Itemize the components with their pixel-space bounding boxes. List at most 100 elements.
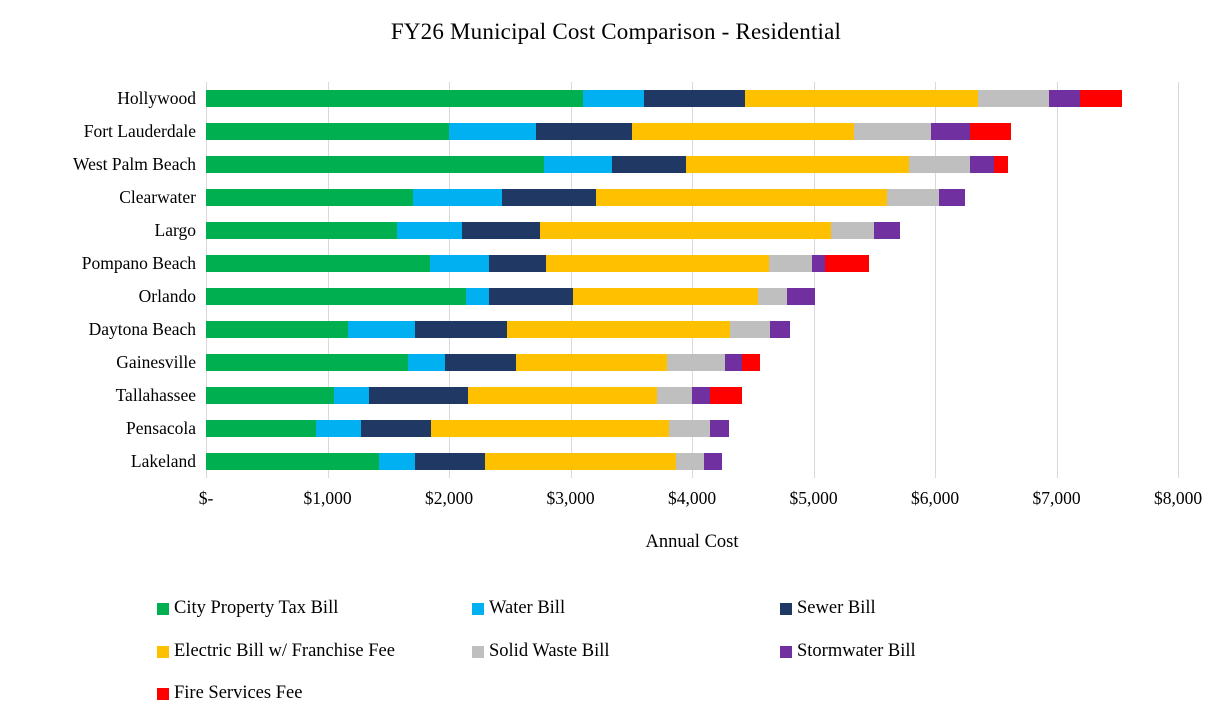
bar-row — [206, 313, 1178, 346]
bar-segment — [667, 354, 725, 371]
y-axis-label: Hollywood — [117, 88, 196, 108]
bar-segment — [969, 156, 994, 173]
bar-segment — [596, 189, 887, 206]
legend-swatch-icon — [157, 602, 169, 615]
gridline — [935, 82, 936, 478]
bar-segment — [758, 288, 787, 305]
bar-segment — [484, 453, 676, 470]
bar-segment — [685, 156, 910, 173]
bar-segment — [583, 90, 644, 107]
bar-segment — [993, 156, 1008, 173]
legend-item: Electric Bill w/ Franchise Fee — [157, 641, 395, 662]
bar-segment — [407, 354, 445, 371]
legend-item: Fire Services Fee — [157, 683, 302, 704]
bar-segment — [811, 255, 826, 272]
bar-segment — [724, 354, 743, 371]
bar-segment — [206, 387, 335, 404]
bar-segment — [887, 189, 940, 206]
bar-segment — [315, 420, 361, 437]
bar-segment — [744, 90, 978, 107]
bar-segment — [692, 387, 711, 404]
legend-swatch-icon — [157, 645, 169, 658]
bar-segment — [414, 321, 508, 338]
bar-segment — [378, 453, 415, 470]
legend-item: Sewer Bill — [780, 598, 876, 619]
bar-segment — [489, 255, 547, 272]
legend-item: Solid Waste Bill — [472, 641, 610, 662]
bar-segment — [206, 123, 449, 140]
bar-segment — [854, 123, 932, 140]
y-axis-label: Clearwater — [119, 187, 196, 207]
legend-label: Water Bill — [489, 598, 566, 618]
bar-row — [206, 280, 1178, 313]
y-axis-label: Pompano Beach — [81, 253, 196, 273]
bar-segment — [729, 321, 770, 338]
bar-row — [206, 445, 1178, 478]
y-axis-label: Orlando — [138, 286, 196, 306]
x-axis-tick-label: $6,000 — [910, 488, 960, 508]
x-axis-tick-label: $- — [198, 488, 214, 508]
bar-segment — [825, 255, 870, 272]
bar-segment — [769, 321, 790, 338]
bar-segment — [430, 420, 669, 437]
bar-segment — [206, 90, 584, 107]
x-axis-tick-label: $8,000 — [1153, 488, 1203, 508]
bar-segment — [1048, 90, 1081, 107]
bar-segment — [977, 90, 1049, 107]
bar-segment — [535, 123, 632, 140]
x-axis-tick-label: $1,000 — [303, 488, 352, 508]
bar-row — [206, 181, 1178, 214]
gridline — [327, 82, 329, 478]
x-axis-tick-label: $4,000 — [667, 488, 717, 508]
bar-segment — [360, 420, 431, 437]
legend-item: Stormwater Bill — [780, 641, 916, 662]
legend-swatch-icon — [472, 602, 484, 615]
bar-segment — [206, 189, 414, 206]
bar-segment — [644, 90, 745, 107]
bar-segment — [206, 288, 466, 305]
bar-segment — [543, 156, 613, 173]
bar-segment — [206, 321, 348, 338]
bar-segment — [931, 123, 971, 140]
bar-segment — [206, 156, 544, 173]
bar-row — [206, 82, 1178, 115]
y-axis-line — [206, 82, 207, 478]
legend-swatch-icon — [472, 645, 484, 658]
bar-row — [206, 379, 1178, 412]
y-axis-label: West Palm Beach — [72, 154, 196, 174]
bar-segment — [461, 222, 541, 239]
bar-segment — [786, 288, 815, 305]
bar-segment — [909, 156, 970, 173]
y-axis-labels: Hollywood Fort Lauderdale West Palm Beach C… — [0, 82, 196, 478]
bar-segment — [939, 189, 965, 206]
bar-segment — [206, 222, 398, 239]
y-axis-label: Largo — [154, 220, 196, 240]
legend-swatch-icon — [780, 645, 792, 658]
bar-segment — [369, 387, 468, 404]
bar-segment — [466, 288, 490, 305]
bar-segment — [970, 123, 1011, 140]
legend-swatch-icon — [780, 602, 792, 615]
bar-segment — [489, 288, 573, 305]
bar-segment — [413, 189, 502, 206]
bar-segment — [430, 255, 490, 272]
bar-row — [206, 247, 1178, 280]
chart-title: FY26 Municipal Cost Comparison - Residen… — [390, 19, 842, 44]
legend-swatch-icon — [157, 687, 169, 700]
bar-segment — [831, 222, 875, 239]
bar-row — [206, 214, 1178, 247]
bar-segment — [444, 354, 517, 371]
bar-segment — [546, 255, 769, 272]
gridline — [570, 82, 572, 478]
bar-segment — [704, 453, 723, 470]
legend-label: Electric Bill w/ Franchise Fee — [174, 641, 395, 661]
legend-label: Fire Services Fee — [174, 683, 303, 703]
bar-segment — [501, 189, 596, 206]
bar-segment — [334, 387, 370, 404]
y-axis-label: Fort Lauderdale — [83, 121, 196, 141]
bar-segment — [742, 354, 761, 371]
plot-area — [206, 82, 1179, 478]
bar-segment — [572, 288, 759, 305]
bar-segment — [414, 453, 485, 470]
